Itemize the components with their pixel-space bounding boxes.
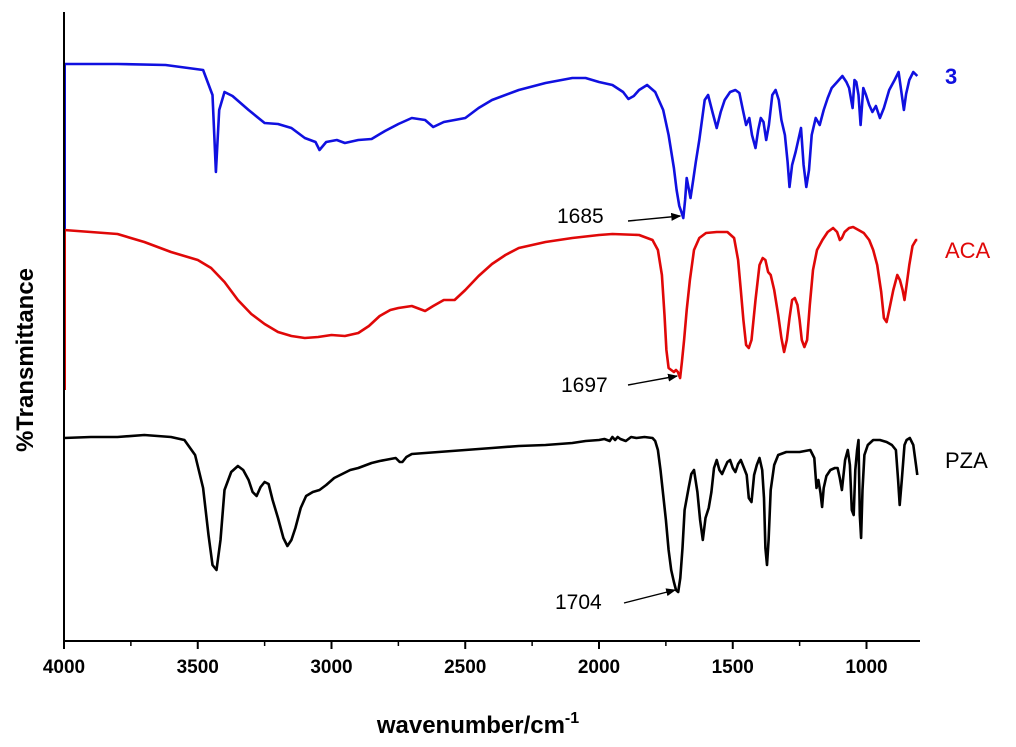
x-tick-label-1000: 1000	[845, 657, 887, 678]
x-tick-label-1500: 1500	[712, 657, 754, 678]
series-line-pza	[63, 433, 919, 594]
series-labels: 3 1685 ACA 1697 PZA 1704	[555, 64, 991, 614]
plot-area	[63, 62, 919, 594]
peak-arrow-3	[627, 212, 682, 222]
peak-annotation-pza: 1704	[555, 591, 602, 614]
peak-arrow-pza	[623, 588, 677, 604]
x-axis-title-superscript: -1	[565, 710, 579, 727]
x-tick-label-3500: 3500	[177, 657, 219, 678]
x-axis-title: wavenumber/cm-1	[376, 710, 579, 739]
series-label-pza: PZA	[945, 448, 988, 473]
series-label-3: 3	[945, 64, 957, 89]
peak-annotation-aca: 1697	[561, 374, 608, 397]
x-tick-label-4000: 4000	[43, 657, 85, 678]
x-tick-label-2000: 2000	[578, 657, 620, 678]
peak-arrow-aca	[627, 373, 679, 386]
series-label-aca: ACA	[945, 238, 991, 263]
x-ticks: 4000 3500 3000 2500 2000 1500 1000	[43, 641, 888, 678]
x-tick-label-2500: 2500	[444, 657, 486, 678]
x-tick-label-3000: 3000	[310, 657, 352, 678]
y-axis-title: %Transmittance	[12, 268, 39, 452]
series-line-aca	[63, 225, 918, 380]
peak-annotation-3: 1685	[557, 205, 604, 228]
axes	[63, 12, 920, 642]
series-line-3	[64, 62, 919, 220]
